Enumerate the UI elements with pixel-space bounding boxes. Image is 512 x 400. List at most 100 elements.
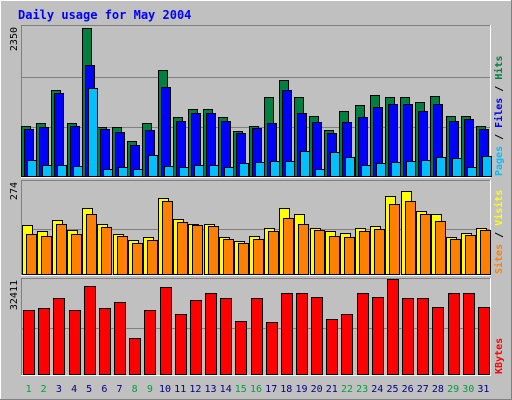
day-label-4: 4 [71, 384, 77, 395]
bar-pages-3 [57, 165, 67, 177]
bar-sites-13 [208, 226, 219, 275]
bar-kbytes-10 [160, 287, 172, 375]
bar-pages-25 [391, 162, 401, 177]
bar-sites-10 [162, 201, 173, 275]
day-label-25: 25 [386, 384, 398, 395]
day-label-31: 31 [477, 384, 489, 395]
bar-pages-21 [330, 152, 340, 177]
bar-pages-20 [315, 169, 325, 177]
day-label-2: 2 [41, 384, 47, 395]
bar-sites-28 [435, 221, 446, 275]
y-max-label: 2350 [9, 27, 20, 51]
day-label-22: 22 [341, 384, 353, 395]
bar-pages-11 [179, 167, 189, 177]
series-legend-kbytes: KBytes [494, 338, 505, 374]
bar-pages-19 [300, 151, 310, 177]
bar-kbytes-13 [205, 293, 217, 375]
bar-pages-6 [103, 169, 113, 177]
bar-sites-21 [329, 236, 340, 275]
day-label-29: 29 [447, 384, 459, 395]
bar-sites-30 [465, 235, 476, 275]
day-label-17: 17 [265, 384, 277, 395]
bar-sites-19 [298, 224, 309, 275]
bar-kbytes-14 [220, 298, 232, 375]
bar-kbytes-1 [23, 310, 35, 375]
bar-pages-2 [42, 165, 52, 177]
legend-part: Pages [494, 146, 505, 176]
day-label-9: 9 [147, 384, 153, 395]
legend-part: / [494, 226, 505, 244]
bar-files-10 [161, 87, 171, 177]
bar-sites-29 [450, 239, 461, 275]
bar-sites-14 [223, 239, 234, 275]
bar-pages-17 [270, 161, 280, 177]
bar-kbytes-3 [53, 298, 65, 375]
series-sites [26, 201, 491, 275]
bar-pages-16 [255, 162, 265, 177]
day-label-1: 1 [26, 384, 32, 395]
day-label-6: 6 [101, 384, 107, 395]
day-label-27: 27 [417, 384, 429, 395]
day-label-15: 15 [235, 384, 247, 395]
day-label-21: 21 [326, 384, 338, 395]
bar-sites-22 [344, 237, 355, 275]
legend-part: / [494, 128, 505, 146]
bar-kbytes-22 [341, 314, 353, 375]
day-label-14: 14 [220, 384, 232, 395]
bar-kbytes-20 [311, 297, 323, 375]
bar-kbytes-5 [84, 286, 96, 375]
day-label-24: 24 [371, 384, 383, 395]
bar-kbytes-27 [417, 298, 429, 375]
bar-kbytes-8 [129, 338, 141, 375]
bar-kbytes-31 [478, 307, 490, 375]
legend-part: Sites [493, 244, 505, 274]
day-label-16: 16 [250, 384, 262, 395]
series-legend-visits: Sites / Visits [493, 190, 505, 274]
day-label-3: 3 [56, 384, 62, 395]
bar-pages-27 [421, 160, 431, 177]
bar-kbytes-29 [448, 293, 460, 375]
bar-files-20 [312, 122, 322, 177]
bar-sites-16 [253, 239, 264, 275]
panel-kbytes: 32411 KBytes [9, 278, 505, 376]
bar-sites-25 [389, 204, 400, 275]
bar-pages-9 [148, 155, 158, 177]
bar-sites-2 [41, 236, 52, 275]
bar-kbytes-24 [372, 297, 384, 375]
day-label-13: 13 [204, 384, 216, 395]
day-label-19: 19 [295, 384, 307, 395]
bar-kbytes-21 [326, 319, 338, 375]
bar-kbytes-9 [144, 310, 156, 375]
bar-sites-6 [101, 227, 112, 275]
bar-kbytes-2 [38, 308, 50, 375]
day-label-8: 8 [132, 384, 138, 395]
bar-files-3 [54, 93, 64, 177]
bar-kbytes-18 [281, 293, 293, 375]
bar-pages-1 [27, 160, 37, 177]
bar-pages-15 [239, 163, 249, 177]
bar-kbytes-4 [69, 310, 81, 375]
bar-pages-23 [361, 165, 371, 177]
bar-sites-1 [26, 234, 37, 275]
bar-sites-4 [71, 234, 82, 275]
bar-pages-5 [88, 88, 98, 177]
bar-sites-15 [238, 243, 249, 275]
bar-sites-18 [283, 218, 294, 275]
y-max-label: 32411 [9, 280, 20, 310]
bar-kbytes-17 [266, 322, 278, 375]
y-max-label: 274 [9, 182, 20, 200]
day-label-10: 10 [159, 384, 171, 395]
legend-part: KBytes [494, 338, 505, 374]
bar-pages-24 [376, 163, 386, 177]
bar-sites-27 [420, 214, 431, 275]
day-label-30: 30 [462, 384, 474, 395]
day-label-20: 20 [311, 384, 323, 395]
day-label-26: 26 [402, 384, 414, 395]
bar-sites-31 [480, 230, 491, 275]
bar-pages-7 [118, 167, 128, 177]
bar-kbytes-12 [190, 300, 202, 375]
day-label-7: 7 [116, 384, 122, 395]
bar-pages-8 [133, 169, 143, 177]
bar-kbytes-19 [296, 293, 308, 375]
